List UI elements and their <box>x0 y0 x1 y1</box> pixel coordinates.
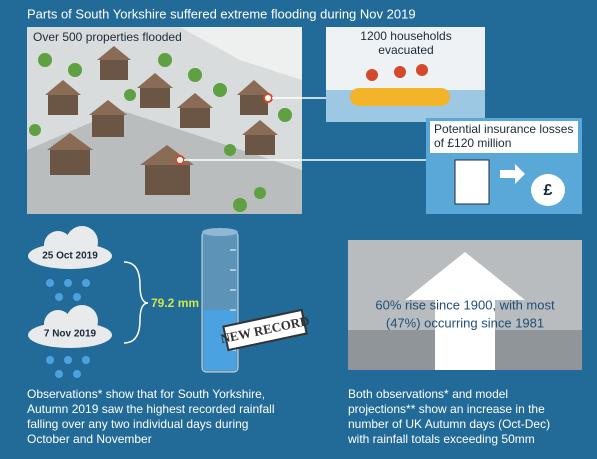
caption-line: with rainfall totals exceeding 50mm <box>347 432 535 446</box>
evacuation-label: evacuated <box>378 43 433 57</box>
trend-headline: (47%) occurring since 1981 <box>386 315 544 330</box>
caption-line: falling over any two individual days dur… <box>27 417 248 431</box>
insurance-panel: £ Potential insurance losses of £120 mil… <box>426 118 582 214</box>
caption-line: projections** show an increase in the <box>348 402 545 416</box>
date-label: 7 Nov 2019 <box>44 329 97 340</box>
rain-gauge <box>202 228 238 372</box>
date-label: 25 Oct 2019 <box>42 251 98 262</box>
rainfall-total: 79.2 mm <box>151 296 199 310</box>
caption-line: Both observations* and model <box>348 387 508 401</box>
caption-line: October and November <box>27 432 152 446</box>
infographic: Parts of South Yorkshire suffered extrem… <box>0 0 597 459</box>
trend-headline: 60% rise since 1900, with most <box>375 297 555 312</box>
svg-text:£: £ <box>544 182 553 199</box>
title: Parts of South Yorkshire suffered extrem… <box>27 6 416 21</box>
evacuation-label: 1200 households <box>360 29 451 43</box>
caption-line: number of UK Autumn days (Oct-Dec) <box>348 417 550 431</box>
insurance-label: of £120 million <box>434 136 511 150</box>
insurance-label: Potential insurance losses <box>434 122 573 136</box>
caption-line: Autumn 2019 saw the highest recorded rai… <box>27 402 274 416</box>
flood-label: Over 500 properties flooded <box>33 30 182 44</box>
trend-panel: 60% rise since 1900, with most (47%) occ… <box>348 240 582 370</box>
caption-line: Observations* show that for South Yorksh… <box>27 387 265 401</box>
flood-scene: Over 500 properties flooded <box>27 27 302 214</box>
evacuation-panel: 1200 households evacuated <box>326 27 485 122</box>
